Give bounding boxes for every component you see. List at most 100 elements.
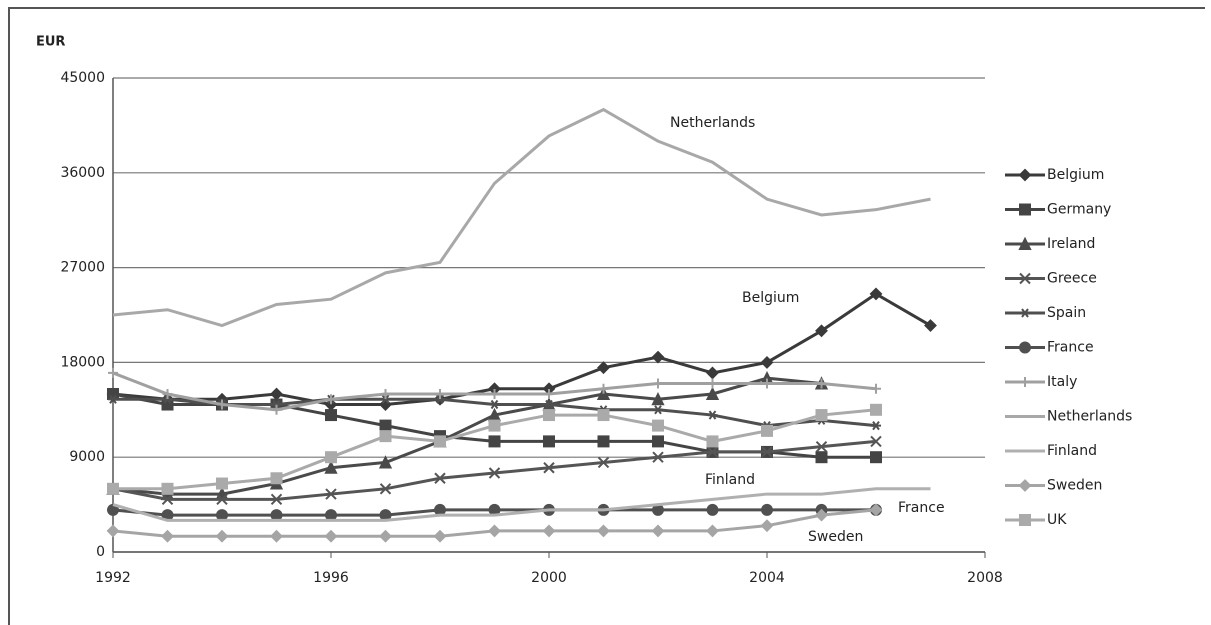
marker <box>597 524 610 538</box>
marker <box>1020 377 1030 387</box>
marker <box>816 378 827 389</box>
y-tick-label: 18000 <box>60 354 105 370</box>
marker <box>271 404 282 415</box>
marker <box>326 394 336 405</box>
series-line <box>112 376 822 496</box>
marker <box>435 394 445 404</box>
marker <box>161 482 174 495</box>
marker <box>217 399 227 410</box>
legend-label: Finland <box>1047 443 1097 459</box>
marker <box>433 529 447 543</box>
marker <box>325 409 337 422</box>
marker <box>871 421 881 431</box>
marker <box>870 451 882 464</box>
legend-label: Greece <box>1047 271 1097 287</box>
marker <box>215 486 229 501</box>
marker <box>162 394 173 404</box>
marker <box>1019 341 1031 354</box>
annotation: France <box>898 500 945 516</box>
marker <box>434 503 446 516</box>
marker <box>1018 168 1032 182</box>
marker <box>1020 308 1030 318</box>
marker <box>924 319 937 332</box>
legend-label: Germany <box>1047 202 1111 218</box>
marker <box>270 387 283 401</box>
marker <box>542 524 556 538</box>
legend-label: Netherlands <box>1047 409 1132 425</box>
marker <box>1018 479 1032 492</box>
marker <box>270 529 283 543</box>
legend-label: Ireland <box>1047 236 1095 252</box>
marker <box>1018 236 1032 250</box>
marker <box>324 529 338 543</box>
marker <box>706 503 719 516</box>
marker <box>544 389 554 399</box>
marker <box>107 388 119 400</box>
marker <box>106 524 120 538</box>
marker <box>215 529 229 543</box>
marker <box>161 529 174 543</box>
annotation: Finland <box>705 472 755 488</box>
marker <box>380 394 391 404</box>
marker <box>434 472 446 484</box>
annotation: Sweden <box>808 529 863 545</box>
marker <box>325 488 337 500</box>
marker <box>597 435 610 448</box>
marker <box>435 389 445 399</box>
legend-label: Sweden <box>1047 478 1102 494</box>
annotation: Netherlands <box>670 115 755 131</box>
marker <box>653 405 663 415</box>
marker <box>108 394 118 404</box>
marker <box>870 435 882 448</box>
series-line <box>112 487 931 522</box>
marker <box>544 399 554 410</box>
marker <box>761 446 773 458</box>
marker <box>1019 203 1031 216</box>
marker <box>815 508 828 522</box>
marker <box>760 355 774 369</box>
marker <box>434 435 446 448</box>
y-tick-label: 36000 <box>60 165 105 181</box>
x-tick-label: 1992 <box>95 570 131 586</box>
x-tick-label: 2008 <box>967 570 1003 586</box>
marker <box>706 366 719 380</box>
marker <box>379 483 392 495</box>
marker <box>488 419 501 432</box>
y-tick-label: 9000 <box>69 449 105 465</box>
marker <box>489 389 500 399</box>
marker <box>216 493 228 506</box>
marker <box>653 378 663 389</box>
marker <box>761 503 773 516</box>
marker <box>706 446 719 458</box>
y-axis-label: EUR <box>36 35 65 50</box>
marker <box>651 392 665 406</box>
marker <box>761 424 773 437</box>
marker <box>597 409 610 422</box>
marker <box>161 493 174 506</box>
marker <box>651 350 665 364</box>
marker <box>815 440 828 453</box>
marker <box>652 419 664 432</box>
legend-label: Spain <box>1047 305 1086 321</box>
marker <box>379 529 392 543</box>
marker <box>379 419 392 432</box>
x-tick-label: 1996 <box>313 570 349 586</box>
marker <box>869 287 883 301</box>
marker <box>707 410 718 420</box>
marker <box>488 467 501 479</box>
marker <box>597 361 610 375</box>
marker <box>707 378 718 389</box>
marker <box>597 456 610 469</box>
marker <box>379 430 392 443</box>
legend-label: Italy <box>1047 374 1077 390</box>
marker <box>651 524 665 538</box>
marker <box>705 386 720 400</box>
series-line <box>112 292 932 407</box>
marker <box>378 455 393 469</box>
marker <box>543 409 555 422</box>
marker <box>706 435 719 448</box>
y-tick-label: 27000 <box>60 260 105 276</box>
x-tick-label: 2004 <box>749 570 785 586</box>
marker <box>325 509 337 522</box>
marker <box>815 324 828 338</box>
